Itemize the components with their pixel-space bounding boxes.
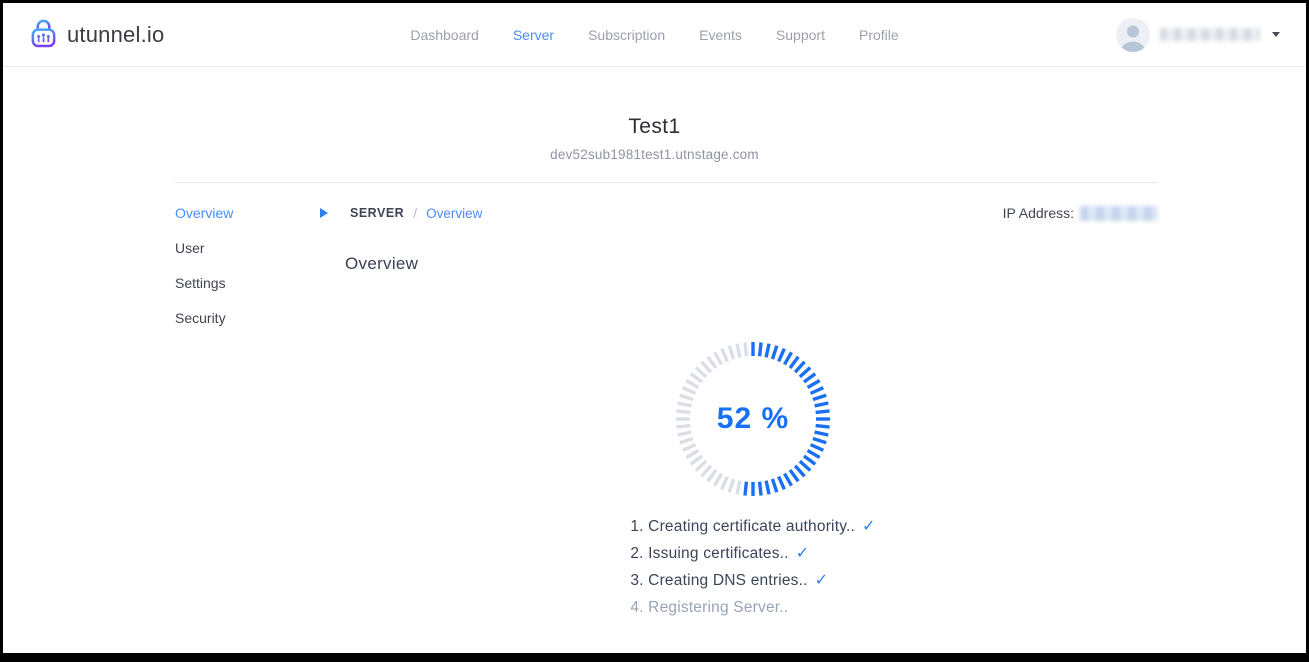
logo[interactable]: utunnel.io bbox=[29, 17, 164, 53]
top-header: utunnel.io Dashboard Server Subscription Ev… bbox=[3, 3, 1306, 67]
step-item: 2. Issuing certificates.. ✓ bbox=[630, 545, 875, 562]
step-item: 1. Creating certificate authority.. ✓ bbox=[630, 518, 875, 535]
sidebar-collapse-icon[interactable] bbox=[320, 208, 328, 218]
sidebar-item-user[interactable]: User bbox=[175, 240, 205, 256]
nav-item-support[interactable]: Support bbox=[775, 26, 825, 43]
overview-panel: SERVER / Overview IP Address: Overview 5… bbox=[320, 205, 1158, 626]
check-icon: ✓ bbox=[795, 545, 810, 562]
ip-value-redacted bbox=[1080, 205, 1158, 221]
nav-item-events[interactable]: Events bbox=[699, 26, 742, 43]
server-header: Test1 dev52sub1981test1.utnstage.com bbox=[3, 67, 1306, 163]
breadcrumb: SERVER / Overview bbox=[320, 205, 482, 221]
check-icon: ✓ bbox=[862, 518, 876, 535]
ip-address: IP Address: bbox=[1003, 205, 1158, 221]
nav-item-profile[interactable]: Profile bbox=[858, 26, 899, 43]
step-text: 2. Issuing certificates.. bbox=[630, 545, 789, 562]
user-name-redacted bbox=[1160, 28, 1260, 41]
ip-label: IP Address: bbox=[1002, 205, 1074, 221]
step-text: 4. Registering Server.. bbox=[630, 599, 789, 616]
logo-text: utunnel.io bbox=[67, 21, 165, 47]
divider bbox=[175, 182, 1158, 183]
page-body: Test1 dev52sub1981test1.utnstage.com Ove… bbox=[3, 67, 1306, 626]
section-heading: Overview bbox=[345, 254, 419, 273]
avatar bbox=[1116, 17, 1150, 52]
step-text: 1. Creating certificate authority.. bbox=[630, 518, 856, 535]
chevron-down-icon bbox=[1272, 32, 1280, 37]
breadcrumb-overview[interactable]: Overview bbox=[426, 205, 483, 221]
nav-item-server[interactable]: Server bbox=[512, 26, 555, 43]
progress-spinner: 52 % bbox=[668, 334, 838, 504]
sidebar-item-security[interactable]: Security bbox=[175, 310, 226, 326]
sidebar-item-overview[interactable]: Overview bbox=[175, 205, 234, 221]
main-nav: Dashboard Server Subscription Events Support… bbox=[410, 27, 898, 43]
server-domain: dev52sub1981test1.utnstage.com bbox=[550, 147, 759, 162]
user-menu[interactable] bbox=[1116, 17, 1280, 52]
progress-percent: 52 % bbox=[716, 402, 790, 435]
step-item: 4. Registering Server.. bbox=[630, 599, 875, 616]
steps-list: 1. Creating certificate authority.. ✓ 2. I… bbox=[630, 518, 875, 616]
provisioning-progress: 52 % 1. Creating certificate authority..… bbox=[630, 334, 875, 616]
logo-lock-icon bbox=[29, 17, 58, 53]
server-title: Test1 bbox=[628, 115, 681, 138]
step-item: 3. Creating DNS entries.. ✓ bbox=[630, 572, 875, 589]
nav-item-subscription[interactable]: Subscription bbox=[588, 26, 666, 43]
step-text: 3. Creating DNS entries.. bbox=[630, 572, 808, 589]
sidebar: Overview User Settings Security bbox=[175, 205, 320, 626]
breadcrumb-server[interactable]: SERVER bbox=[350, 206, 405, 220]
nav-item-dashboard[interactable]: Dashboard bbox=[410, 26, 479, 43]
breadcrumb-separator: / bbox=[413, 205, 418, 221]
check-icon: ✓ bbox=[814, 572, 829, 589]
sidebar-item-settings[interactable]: Settings bbox=[175, 275, 226, 291]
